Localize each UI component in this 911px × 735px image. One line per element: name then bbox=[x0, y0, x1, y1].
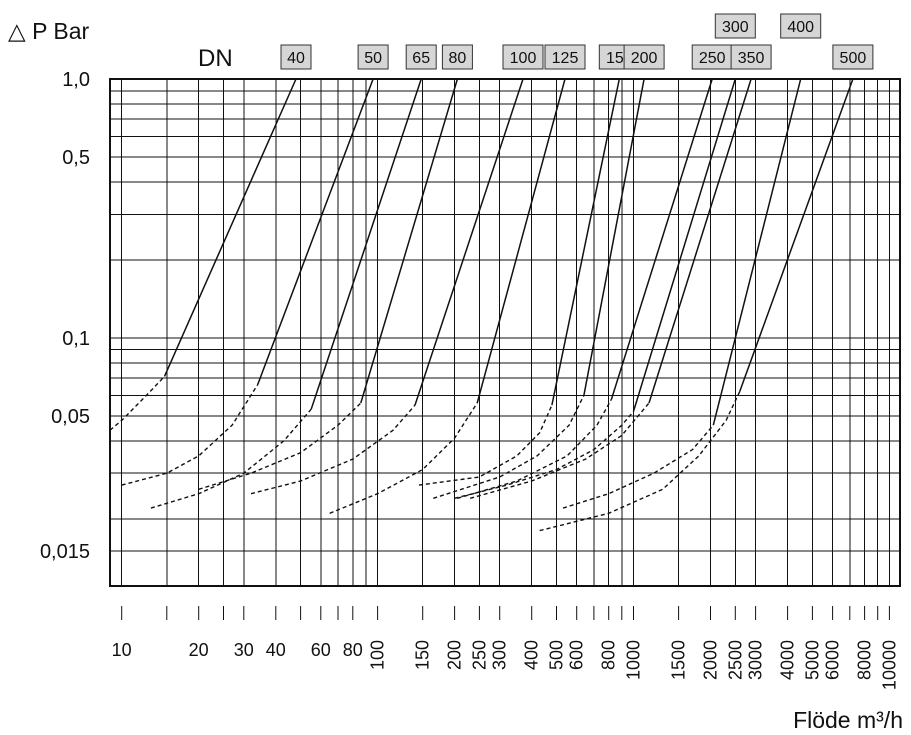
x-tick-label: 500 bbox=[547, 640, 567, 670]
x-tick-label: 4000 bbox=[778, 640, 798, 680]
curve-dn-100-solid bbox=[414, 78, 524, 406]
x-tick-label: 10000 bbox=[879, 640, 899, 690]
dn-box-40 bbox=[280, 44, 312, 70]
x-tick-label: 300 bbox=[490, 640, 510, 670]
x-tick-label: 100 bbox=[368, 640, 388, 670]
dn-label-50: 50 bbox=[364, 50, 382, 67]
curve-dn-100-dashed bbox=[250, 404, 416, 495]
x-tick-label: 5000 bbox=[802, 640, 822, 680]
dn-box-400 bbox=[780, 13, 822, 39]
dn-box-100 bbox=[502, 44, 544, 70]
x-tick-label: 150 bbox=[413, 640, 433, 670]
dn-label-100: 100 bbox=[510, 50, 537, 67]
curve-dn-400-solid bbox=[712, 78, 802, 426]
x-tick-label: 1500 bbox=[669, 640, 689, 680]
dn-label-250: 250 bbox=[699, 50, 726, 67]
curve-dn-40-dashed bbox=[109, 375, 166, 431]
x-tick-label: 20 bbox=[189, 640, 209, 660]
x-axis-title: Flöde m³/h bbox=[793, 707, 903, 733]
curve-dn-80-dashed bbox=[198, 402, 362, 490]
curve-dn-200-dashed bbox=[433, 394, 585, 499]
dn-box-300 bbox=[714, 13, 756, 39]
dn-box-65 bbox=[405, 44, 437, 70]
y-tick-label: 1,0 bbox=[62, 69, 90, 91]
x-tick-label: 3000 bbox=[746, 640, 766, 680]
grid bbox=[110, 78, 900, 586]
dn-box-350 bbox=[730, 44, 772, 70]
y-tick-label: 0,5 bbox=[62, 147, 90, 169]
x-tick-label: 200 bbox=[445, 640, 465, 670]
dn-label-300: 300 bbox=[722, 19, 749, 36]
x-tick-label: 2500 bbox=[725, 640, 745, 680]
dn-box-50 bbox=[357, 44, 389, 70]
y-tick-label: 0,015 bbox=[40, 541, 90, 563]
curve-dn-65-solid bbox=[310, 78, 422, 410]
curve-dn-50-solid bbox=[256, 78, 374, 385]
dn-box-500 bbox=[832, 44, 874, 70]
dn-label-65: 65 bbox=[412, 50, 430, 67]
curve-dn-250-dashed bbox=[457, 398, 613, 499]
curve-dn-350-dashed bbox=[470, 402, 650, 499]
x-tick-label: 400 bbox=[522, 640, 542, 670]
curve-dn-250-solid bbox=[610, 78, 713, 400]
curve-dn-150-solid bbox=[551, 78, 621, 406]
x-tick-label: 600 bbox=[567, 640, 587, 670]
plot-frame bbox=[109, 78, 901, 587]
curve-dn-50-dashed bbox=[121, 384, 259, 486]
dn-box-125 bbox=[544, 44, 586, 70]
dn-label-40: 40 bbox=[287, 50, 305, 67]
y-tick-label: 0,05 bbox=[51, 406, 90, 428]
x-tick-label: 250 bbox=[469, 640, 489, 670]
curve-dn-300-dashed bbox=[454, 410, 635, 499]
dn-label-400: 400 bbox=[787, 19, 814, 36]
x-tick-label: 80 bbox=[343, 640, 363, 660]
y-axis-title: △ P Bar bbox=[8, 18, 90, 44]
x-tick-label: 8000 bbox=[855, 640, 875, 680]
curve-dn-500-dashed bbox=[539, 391, 741, 532]
curve-dn-500-solid bbox=[738, 78, 854, 392]
dn-box-250 bbox=[691, 44, 733, 70]
curve-dn-200-solid bbox=[583, 78, 645, 396]
x-tick-label: 800 bbox=[599, 640, 619, 670]
curves bbox=[109, 78, 854, 532]
x-tick-label: 40 bbox=[266, 640, 286, 660]
dn-label-80: 80 bbox=[449, 50, 467, 67]
y-tick-label: 0,1 bbox=[62, 328, 90, 350]
dn-box-200 bbox=[623, 44, 665, 70]
x-tick-label: 30 bbox=[234, 640, 254, 660]
dn-label-500: 500 bbox=[840, 50, 867, 67]
dn-title: DN bbox=[198, 45, 233, 72]
dn-box-80 bbox=[441, 44, 473, 70]
curve-dn-80-solid bbox=[360, 78, 459, 404]
x-tick-label: 2000 bbox=[701, 640, 721, 680]
x-tick-label: 1000 bbox=[624, 640, 644, 680]
curve-dn-350-solid bbox=[648, 78, 752, 404]
curve-dn-300-solid bbox=[632, 78, 737, 412]
x-tick-label: 6000 bbox=[823, 640, 843, 680]
curve-dn-65-dashed bbox=[150, 408, 312, 509]
curve-dn-125-solid bbox=[476, 78, 566, 404]
dn-label-200: 200 bbox=[631, 50, 658, 67]
x-axis-labels: 10 20 30 40 60 80 100 150 200 250 300 400 500 600 800 1… bbox=[112, 606, 899, 690]
curve-dn-125-dashed bbox=[329, 402, 478, 514]
y-axis-labels: 1,0 0,5 0,1 0,05 0,015 bbox=[40, 69, 90, 563]
x-tick-label: 60 bbox=[311, 640, 331, 660]
dn-label-125: 125 bbox=[552, 50, 579, 67]
curve-dn-400-dashed bbox=[562, 424, 714, 509]
dn-label-350: 350 bbox=[738, 50, 765, 67]
x-tick-label: 10 bbox=[112, 640, 132, 660]
curve-dn-40-solid bbox=[163, 78, 297, 377]
